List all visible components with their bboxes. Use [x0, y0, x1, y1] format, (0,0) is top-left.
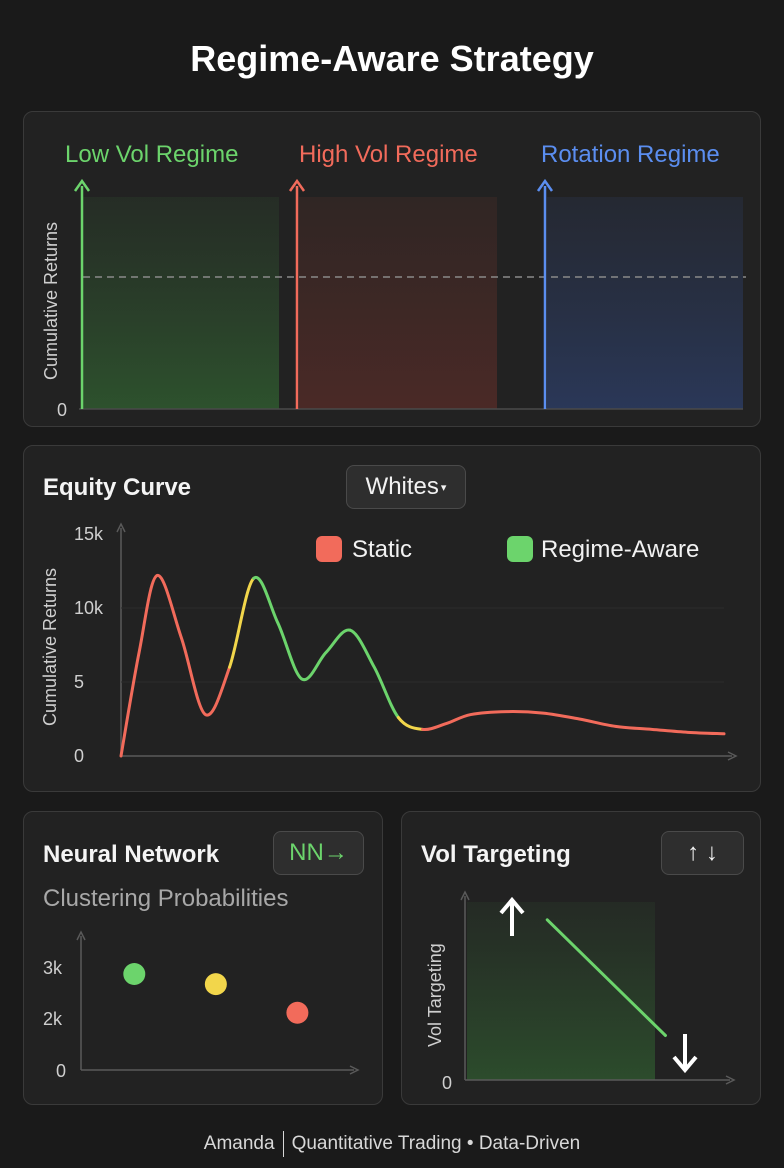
nn-y-tick-0: 0	[56, 1061, 66, 1081]
nn-y-tick-3k: 3k	[43, 958, 63, 978]
vol-up-arrow-icon	[499, 896, 525, 936]
equity-y-tick: 10k	[74, 598, 104, 618]
clustering-scatter-chart: 3k 2k 0	[43, 930, 360, 1081]
footer-separator	[282, 1131, 284, 1157]
whites-dropdown-label: Whites	[365, 473, 439, 500]
regime-y-axis-label: Cumulative Returns	[41, 222, 61, 380]
vol-targeting-chart: Vol Targeting 0	[425, 890, 736, 1093]
equity-y-tick: 15k	[74, 524, 104, 544]
equity-curve-segment	[228, 576, 256, 669]
vol-badge-button[interactable]: ↑ ↓	[661, 831, 744, 875]
equity-curve-card: Equity Curve Whites ▾ 0 5 10k 15k Cumulativ…	[23, 445, 761, 792]
up-down-arrows-icon: ↑ ↓	[687, 839, 718, 866]
nn-badge-button[interactable]: NN→	[273, 831, 364, 875]
cluster-point	[123, 963, 146, 985]
equity-curve-segment	[348, 628, 400, 720]
legend-static-label: Static	[352, 536, 412, 563]
equity-curve-segment	[396, 716, 424, 731]
nn-y-tick-2k: 2k	[43, 1009, 63, 1029]
footer-tagline: Quantitative Trading • Data-Driven	[291, 1133, 581, 1155]
vol-targeting-title: Vol Targeting	[421, 841, 571, 868]
footer-author: Amanda	[203, 1133, 275, 1155]
vol-down-arrow-icon	[672, 1034, 698, 1074]
footer: Amanda Quantitative Trading • Data-Driven	[0, 1131, 784, 1157]
regime-chart-card: Low Vol Regime High Vol Regime Rotation …	[23, 111, 761, 427]
equity-curve-segment	[421, 710, 726, 736]
rotation-region	[547, 197, 743, 409]
page-title: Regime-Aware Strategy	[190, 38, 594, 79]
vol-y-tick-0: 0	[442, 1073, 452, 1093]
legend-regime-aware-swatch	[507, 536, 533, 562]
equity-curve-title: Equity Curve	[43, 474, 192, 501]
whites-dropdown[interactable]: Whites ▾	[346, 465, 466, 509]
legend-regime-aware-label: Regime-Aware	[541, 536, 699, 563]
equity-y-tick: 5	[74, 672, 84, 692]
clustering-subtitle: Clustering Probabilities	[43, 885, 289, 912]
chevron-down-icon: ▾	[440, 481, 447, 494]
equity-curve-segment	[119, 573, 232, 758]
low-vol-regime-label: Low Vol Regime	[65, 141, 238, 168]
equity-curve-chart: 0 5 10k 15k Cumulative Returns Static Regim…	[40, 522, 738, 766]
equity-y-tick: 0	[74, 746, 84, 766]
vol-y-axis-label: Vol Targeting	[425, 943, 445, 1047]
legend-static-swatch	[316, 536, 342, 562]
high-vol-region	[299, 197, 497, 409]
vol-targeting-card: Vol Targeting ↑ ↓ Vol Targeting 0	[401, 811, 761, 1105]
cluster-point	[286, 1001, 309, 1024]
high-vol-regime-label: High Vol Regime	[299, 141, 478, 168]
neural-network-title: Neural Network	[43, 841, 220, 868]
neural-network-card: Neural Network NN→ Clustering Probabilit…	[23, 811, 383, 1105]
equity-curve-segment	[252, 575, 352, 682]
equity-y-axis-label: Cumulative Returns	[40, 568, 60, 726]
regime-y-tick-0: 0	[57, 400, 67, 420]
vol-targeting-line	[545, 918, 667, 1037]
low-vol-region	[83, 197, 279, 409]
cluster-point	[204, 973, 227, 996]
regime-chart: Low Vol Regime High Vol Regime Rotation …	[41, 141, 746, 420]
rotation-regime-label: Rotation Regime	[541, 141, 720, 168]
vol-shaded-region	[467, 902, 655, 1080]
nn-badge-label: NN→	[289, 839, 348, 866]
